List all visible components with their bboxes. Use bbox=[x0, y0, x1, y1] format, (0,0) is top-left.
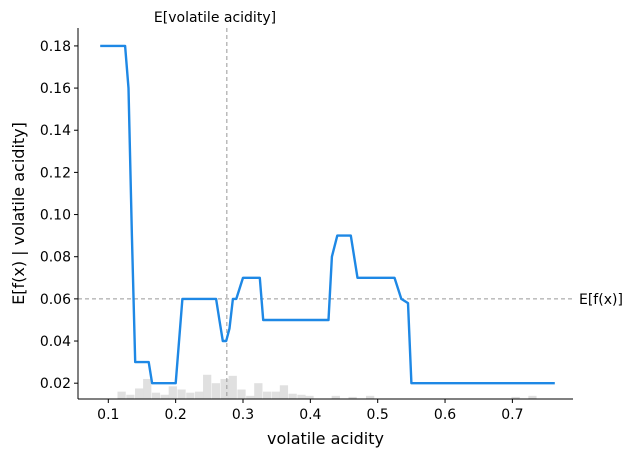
x-axis-title: volatile acidity bbox=[267, 429, 384, 448]
histogram-bar bbox=[220, 378, 229, 399]
x-tick-label: 0.7 bbox=[501, 407, 523, 423]
histogram-bar bbox=[331, 395, 340, 399]
histogram-bar bbox=[271, 391, 280, 399]
y-tick-label: 0.18 bbox=[40, 39, 71, 55]
histogram-bar bbox=[211, 383, 221, 399]
histogram-bar bbox=[228, 375, 237, 399]
series-layer bbox=[100, 44, 555, 385]
histogram-bar bbox=[143, 378, 152, 399]
histogram-bar bbox=[126, 394, 135, 399]
y-tick-label: 0.12 bbox=[40, 165, 71, 181]
y-tick-label: 0.10 bbox=[40, 208, 71, 224]
y-tick-label: 0.08 bbox=[40, 250, 71, 266]
histogram-bar bbox=[348, 396, 357, 399]
expected-x-label: E[volatile acidity] bbox=[154, 10, 276, 26]
x-tick-label: 0.6 bbox=[434, 407, 456, 423]
histogram-bar bbox=[297, 394, 306, 399]
histogram-bar bbox=[305, 395, 314, 399]
y-tick-label: 0.04 bbox=[40, 334, 71, 350]
x-tick-label: 0.1 bbox=[97, 407, 119, 423]
histogram-bar bbox=[254, 383, 263, 399]
expected-fx-label: E[f(x)] bbox=[579, 292, 623, 308]
histogram bbox=[117, 374, 537, 399]
x-tick-label: 0.5 bbox=[367, 407, 389, 423]
histogram-bar bbox=[237, 389, 246, 399]
histogram-bar bbox=[151, 392, 161, 399]
histogram-bar bbox=[194, 391, 204, 399]
y-axis-ticks: 0.02 0.04 0.06 0.08 0.10 0.12 0.14 0.16 0.18 bbox=[40, 39, 78, 392]
x-tick-label: 0.2 bbox=[165, 407, 187, 423]
y-tick-label: 0.14 bbox=[40, 123, 71, 139]
y-tick-label: 0.06 bbox=[40, 292, 71, 308]
histogram-bar bbox=[279, 385, 289, 399]
histogram-bar bbox=[528, 395, 537, 399]
histogram-bar bbox=[177, 389, 186, 399]
y-axis-title: E[f(x) | volatile acidity] bbox=[9, 122, 28, 305]
dependence-line bbox=[100, 44, 555, 385]
histogram-bar bbox=[366, 395, 375, 399]
x-tick-label: 0.3 bbox=[232, 407, 254, 423]
histogram-bar bbox=[117, 391, 126, 399]
histogram-bar bbox=[262, 391, 272, 399]
x-tick-label: 0.4 bbox=[299, 407, 321, 423]
histogram-bar bbox=[135, 388, 144, 399]
histogram-bar bbox=[168, 386, 177, 399]
axes: 0.1 0.2 0.3 0.4 0.5 0.6 0.7 0.020.040.060.080.… bbox=[40, 28, 573, 423]
x-axis-ticks: 0.1 0.2 0.3 0.4 0.5 0.6 0.7 bbox=[97, 399, 524, 423]
y-tick-label: 0.16 bbox=[40, 81, 71, 97]
histogram-bar bbox=[203, 374, 212, 399]
y-tick-label: 0.02 bbox=[40, 376, 71, 392]
reference-lines: E[volatile acidity] E[f(x)] bbox=[78, 10, 623, 399]
histogram-bar bbox=[288, 393, 297, 399]
histogram-bar bbox=[511, 396, 520, 399]
histogram-bar bbox=[186, 392, 195, 399]
histogram-bar bbox=[246, 395, 255, 399]
histogram-bar bbox=[160, 394, 169, 399]
